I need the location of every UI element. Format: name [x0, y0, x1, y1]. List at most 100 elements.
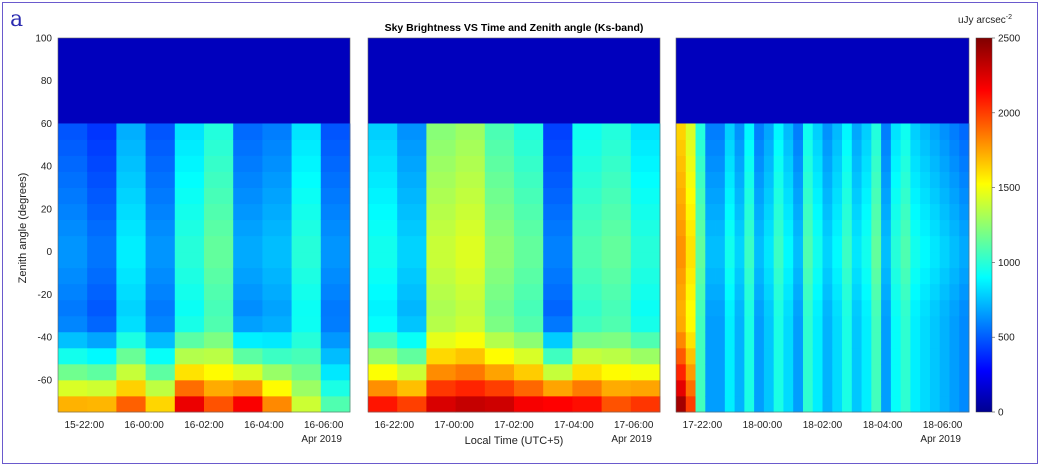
heatmap-cell [881, 123, 892, 140]
heatmap-cell [426, 267, 456, 285]
heatmap-cell [204, 139, 234, 156]
heatmap-cell [939, 219, 950, 237]
heatmap-cell [773, 235, 784, 253]
heatmap-cell [87, 395, 117, 413]
heatmap-cell [939, 203, 950, 221]
heatmap-panel-1 [57, 37, 351, 413]
heatmap-cell [744, 171, 755, 188]
heatmap-cell [685, 379, 696, 397]
heatmap-cell [763, 331, 775, 349]
heatmap-cell [920, 171, 931, 188]
heatmap-cell [851, 379, 862, 397]
heatmap-cell [802, 363, 814, 381]
heatmap-cell [851, 171, 862, 188]
heatmap-cell [929, 315, 941, 333]
heatmap-cell [630, 267, 661, 285]
heatmap-cell [724, 235, 735, 253]
heatmap-cell [822, 171, 833, 188]
heatmap-cell [900, 379, 911, 397]
heatmap-cell [426, 395, 456, 413]
heatmap-cell [900, 219, 911, 237]
heatmap-cell [368, 139, 398, 156]
heatmap-cell [783, 203, 794, 221]
heatmap-cell [368, 203, 398, 221]
heatmap-cell [705, 267, 716, 285]
heatmap-cell [842, 315, 853, 333]
heatmap-cell [572, 187, 602, 205]
heatmap-cell [514, 379, 544, 397]
x-tick-label: 16-00:00 [124, 420, 164, 431]
heatmap-cell [685, 331, 696, 349]
heatmap-cell [58, 363, 88, 381]
colorbar-tick-label: 0 [998, 408, 1004, 419]
heatmap-cell [910, 347, 921, 365]
heatmap-cell [861, 347, 872, 365]
heatmap-cell [793, 219, 804, 237]
heatmap-cell [233, 331, 263, 349]
heatmap-cell [724, 171, 735, 188]
heatmap-cell [881, 235, 892, 253]
heatmap-cell [881, 139, 892, 156]
heatmap-cell [842, 187, 853, 205]
heatmap-cell [832, 187, 843, 205]
heatmap-cell [734, 187, 745, 205]
heatmap-cell [812, 363, 823, 381]
heatmap-cell [871, 299, 882, 317]
heatmap-cell [685, 123, 696, 140]
heatmap-cell [842, 155, 853, 172]
heatmap-cell [793, 283, 804, 301]
heatmap-cell [812, 235, 823, 253]
heatmap-cell [233, 363, 263, 381]
heatmap-cell [543, 123, 573, 140]
heatmap-cell [734, 123, 745, 140]
heatmap-cell [514, 315, 544, 333]
heatmap-cell [320, 123, 351, 140]
heatmap-cell [484, 379, 515, 397]
heatmap-cell [543, 155, 573, 172]
heatmap-cell [233, 203, 263, 221]
heatmap-cell [793, 235, 804, 253]
heatmap-cell [685, 219, 696, 237]
heatmap-cell [724, 251, 735, 269]
heatmap-cell [822, 331, 833, 349]
heatmap-cell [851, 251, 862, 269]
heatmap-cell [368, 299, 398, 317]
heatmap-cell [397, 395, 427, 413]
heatmap-cell [949, 315, 960, 333]
heatmap-cell [832, 379, 843, 397]
heatmap-cell [724, 187, 735, 205]
heatmap-cell [116, 267, 146, 285]
heatmap-cell [744, 363, 755, 381]
x-tick-label: 17-04:00 [554, 420, 594, 431]
heatmap-cell [204, 363, 234, 381]
heatmap-cell [514, 347, 544, 365]
heatmap-cell [685, 283, 696, 301]
heatmap-cell [959, 187, 970, 205]
heatmap-cell [426, 155, 456, 172]
heatmap-cell [920, 187, 931, 205]
heatmap-cell [773, 283, 784, 301]
heatmap-cell [724, 219, 735, 237]
heatmap-cell [426, 235, 456, 253]
heatmap-cell [959, 299, 970, 317]
x-date-label: Apr 2019 [920, 434, 961, 445]
heatmap-cell [514, 299, 544, 317]
heatmap-cell [426, 203, 456, 221]
heatmap-cell [601, 171, 632, 188]
heatmap-cell [832, 251, 843, 269]
heatmap-cell [910, 203, 921, 221]
heatmap-cell [174, 123, 205, 140]
heatmap-cell [426, 123, 456, 140]
heatmap-cell [695, 299, 706, 317]
heatmap-cell [900, 187, 911, 205]
heatmap-cell [802, 379, 814, 397]
heatmap-cell [58, 379, 88, 397]
heatmap-cell [397, 187, 427, 205]
heatmap-cell [455, 235, 486, 253]
heatmap-cell [58, 347, 88, 365]
heatmap-cell [754, 219, 765, 237]
heatmap-region-above-60 [368, 38, 660, 124]
heatmap-cell [58, 251, 88, 269]
heatmap-cell [87, 331, 117, 349]
y-tick-label: 0 [46, 247, 52, 258]
